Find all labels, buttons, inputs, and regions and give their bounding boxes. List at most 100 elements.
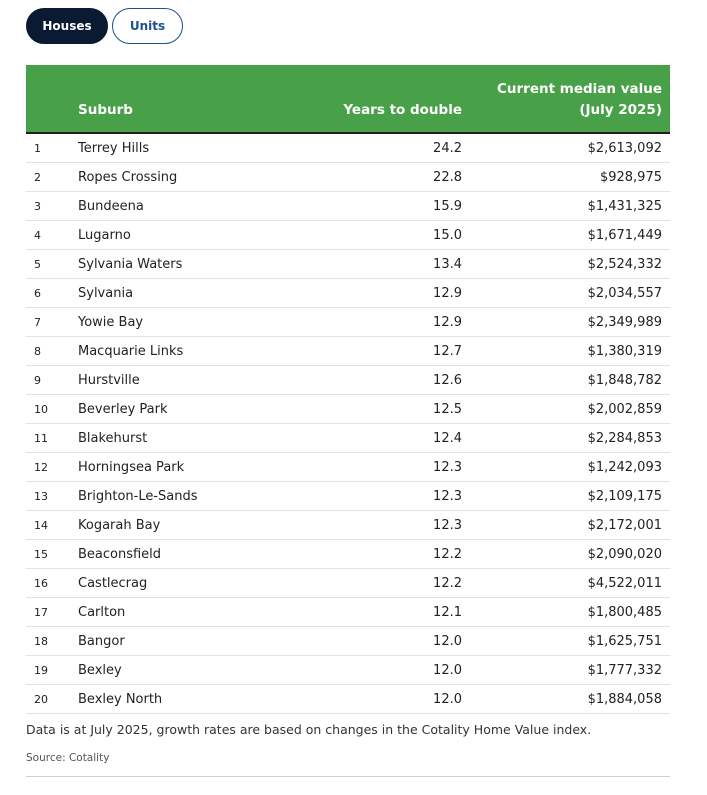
suburb-cell: Sylvania <box>78 278 318 308</box>
years-cell: 15.0 <box>318 220 462 250</box>
table-row: 3 Bundeena 15.9 $1,431,325 <box>26 191 670 221</box>
table-header-row: Suburb Years to double Current median va… <box>26 65 670 134</box>
rank-cell: 7 <box>26 307 78 337</box>
suburb-cell: Ropes Crossing <box>78 162 318 192</box>
value-cell: $1,242,093 <box>462 452 670 482</box>
table-row: 10 Beverley Park 12.5 $2,002,859 <box>26 394 670 424</box>
table-row: 5 Sylvania Waters 13.4 $2,524,332 <box>26 249 670 279</box>
value-cell: $2,002,859 <box>462 394 670 424</box>
value-cell: $2,109,175 <box>462 481 670 511</box>
table-row: 15 Beaconsfield 12.2 $2,090,020 <box>26 539 670 569</box>
years-cell: 15.9 <box>318 191 462 221</box>
rank-cell: 1 <box>26 133 78 163</box>
value-header-line1: Current median value <box>497 81 662 97</box>
rank-cell: 14 <box>26 510 78 540</box>
table-body: 1 Terrey Hills 24.2 $2,613,092 2 Ropes Crossi… <box>26 133 670 714</box>
years-cell: 12.6 <box>318 365 462 395</box>
footnote: Data is at July 2025, growth rates are b… <box>26 722 592 737</box>
tab-units[interactable]: Units <box>112 8 183 44</box>
value-cell: $1,671,449 <box>462 220 670 250</box>
value-cell: $1,431,325 <box>462 191 670 221</box>
rank-column-header <box>26 65 78 134</box>
table-row: 8 Macquarie Links 12.7 $1,380,319 <box>26 336 670 366</box>
table-row: 19 Bexley 12.0 $1,777,332 <box>26 655 670 685</box>
suburb-cell: Beverley Park <box>78 394 318 424</box>
table-row: 9 Hurstville 12.6 $1,848,782 <box>26 365 670 395</box>
rank-cell: 3 <box>26 191 78 221</box>
table-row: 16 Castlecrag 12.2 $4,522,011 <box>26 568 670 598</box>
suburb-cell: Carlton <box>78 597 318 627</box>
years-cell: 22.8 <box>318 162 462 192</box>
table-row: 14 Kogarah Bay 12.3 $2,172,001 <box>26 510 670 540</box>
rank-cell: 6 <box>26 278 78 308</box>
rank-cell: 8 <box>26 336 78 366</box>
rank-cell: 19 <box>26 655 78 685</box>
years-column-header: Years to double <box>318 65 462 134</box>
table-row: 7 Yowie Bay 12.9 $2,349,989 <box>26 307 670 337</box>
source-note: Source: Cotality <box>26 752 110 764</box>
suburb-cell: Lugarno <box>78 220 318 250</box>
value-cell: $2,034,557 <box>462 278 670 308</box>
value-cell: $2,172,001 <box>462 510 670 540</box>
suburb-cell: Terrey Hills <box>78 133 318 163</box>
rank-cell: 4 <box>26 220 78 250</box>
table-row: 18 Bangor 12.0 $1,625,751 <box>26 626 670 656</box>
value-cell: $4,522,011 <box>462 568 670 598</box>
years-cell: 12.2 <box>318 568 462 598</box>
table-row: 4 Lugarno 15.0 $1,671,449 <box>26 220 670 250</box>
suburb-cell: Sylvania Waters <box>78 249 318 279</box>
table-row: 12 Horningsea Park 12.3 $1,242,093 <box>26 452 670 482</box>
value-header-line2: (July 2025) <box>579 102 662 118</box>
value-cell: $1,800,485 <box>462 597 670 627</box>
table-row: 1 Terrey Hills 24.2 $2,613,092 <box>26 133 670 163</box>
table-row: 20 Bexley North 12.0 $1,884,058 <box>26 684 670 714</box>
suburb-cell: Bexley <box>78 655 318 685</box>
table-row: 11 Blakehurst 12.4 $2,284,853 <box>26 423 670 453</box>
rank-cell: 2 <box>26 162 78 192</box>
rank-cell: 12 <box>26 452 78 482</box>
table-row: 2 Ropes Crossing 22.8 $928,975 <box>26 162 670 192</box>
rank-cell: 18 <box>26 626 78 656</box>
rank-cell: 16 <box>26 568 78 598</box>
table-row: 13 Brighton-Le-Sands 12.3 $2,109,175 <box>26 481 670 511</box>
rank-cell: 11 <box>26 423 78 453</box>
suburb-cell: Castlecrag <box>78 568 318 598</box>
suburb-table-container: Suburb Years to double Current median va… <box>26 65 670 714</box>
rank-cell: 9 <box>26 365 78 395</box>
value-cell: $1,380,319 <box>462 336 670 366</box>
divider <box>26 776 670 777</box>
years-cell: 12.0 <box>318 684 462 714</box>
years-cell: 13.4 <box>318 249 462 279</box>
years-cell: 12.3 <box>318 481 462 511</box>
years-cell: 12.9 <box>318 307 462 337</box>
table-row: 17 Carlton 12.1 $1,800,485 <box>26 597 670 627</box>
years-cell: 24.2 <box>318 133 462 163</box>
suburb-cell: Yowie Bay <box>78 307 318 337</box>
rank-cell: 17 <box>26 597 78 627</box>
years-cell: 12.3 <box>318 452 462 482</box>
suburb-cell: Kogarah Bay <box>78 510 318 540</box>
suburb-cell: Hurstville <box>78 365 318 395</box>
value-column-header: Current median value (July 2025) <box>462 65 670 134</box>
value-cell: $1,884,058 <box>462 684 670 714</box>
property-type-tabs: Houses Units <box>26 8 183 44</box>
years-cell: 12.1 <box>318 597 462 627</box>
years-cell: 12.4 <box>318 423 462 453</box>
years-cell: 12.9 <box>318 278 462 308</box>
value-cell: $2,090,020 <box>462 539 670 569</box>
suburb-cell: Brighton-Le-Sands <box>78 481 318 511</box>
years-cell: 12.5 <box>318 394 462 424</box>
suburb-cell: Beaconsfield <box>78 539 318 569</box>
rank-cell: 10 <box>26 394 78 424</box>
value-cell: $2,284,853 <box>462 423 670 453</box>
suburb-table: Suburb Years to double Current median va… <box>26 65 670 714</box>
value-cell: $2,524,332 <box>462 249 670 279</box>
value-cell: $2,613,092 <box>462 133 670 163</box>
years-cell: 12.3 <box>318 510 462 540</box>
suburb-cell: Bundeena <box>78 191 318 221</box>
suburb-cell: Horningsea Park <box>78 452 318 482</box>
rank-cell: 13 <box>26 481 78 511</box>
tab-houses[interactable]: Houses <box>26 8 108 44</box>
suburb-cell: Blakehurst <box>78 423 318 453</box>
years-cell: 12.7 <box>318 336 462 366</box>
